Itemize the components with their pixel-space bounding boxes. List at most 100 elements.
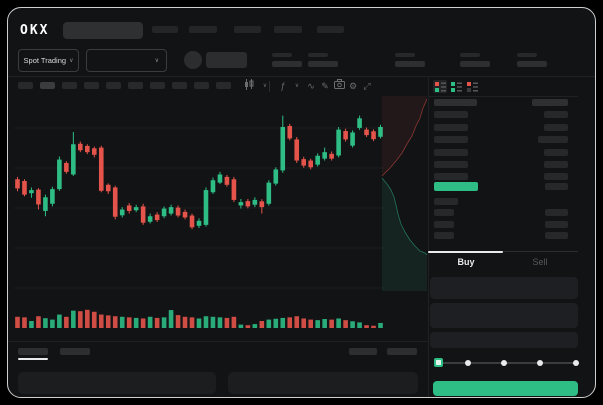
orderbook-ask-row[interactable] <box>434 123 468 131</box>
orderbook-ask-row[interactable] <box>434 161 468 168</box>
interval-button[interactable] <box>216 82 231 89</box>
orderbook-ask-row[interactable] <box>434 136 468 144</box>
bottom-action[interactable] <box>349 348 377 355</box>
candle-body <box>85 145 90 153</box>
interval-button[interactable] <box>150 82 165 89</box>
orderbook-ask-row[interactable] <box>434 148 468 156</box>
volume-bar <box>343 320 348 328</box>
candle-body <box>266 182 272 204</box>
slider-dot[interactable] <box>465 360 471 366</box>
fullscreen-icon[interactable]: ⤢ <box>363 81 371 91</box>
candle-body <box>364 129 369 136</box>
search-input[interactable] <box>63 22 143 39</box>
candle-body <box>140 206 146 223</box>
orderbook-ask-amount[interactable] <box>544 161 568 168</box>
orderbook-ask-amount[interactable] <box>544 148 568 156</box>
volume-bar <box>203 316 209 328</box>
interval-button[interactable] <box>128 82 143 89</box>
orderbook-ask-amount[interactable] <box>538 136 568 144</box>
orderbook-bid-row[interactable] <box>434 209 454 217</box>
interval-button[interactable] <box>84 82 99 89</box>
candle-body <box>57 159 62 190</box>
volume-bar <box>71 310 76 328</box>
candle-body <box>91 148 97 155</box>
tab-sell[interactable]: Sell <box>532 257 548 267</box>
orderbook-column-header[interactable] <box>434 99 477 106</box>
orderbook-ask-row[interactable] <box>434 111 468 119</box>
volume-bar <box>210 316 216 328</box>
volume-bar <box>64 316 69 328</box>
pair-selector[interactable]: ∨ <box>86 49 167 72</box>
candle-body <box>294 139 300 161</box>
volume-bar <box>91 311 97 328</box>
depth-bids-line <box>381 177 427 256</box>
orderbook-ask-amount[interactable] <box>544 123 568 131</box>
total-input[interactable] <box>430 332 578 348</box>
orderbook-bid-row[interactable] <box>434 231 454 239</box>
interval-button[interactable] <box>194 82 209 89</box>
chevron-down-icon[interactable]: ∨ <box>262 83 268 89</box>
interval-button[interactable] <box>18 82 33 89</box>
volume-bar <box>36 316 41 328</box>
slider-dot[interactable] <box>537 360 543 366</box>
nav-item[interactable] <box>234 26 261 33</box>
candle-body <box>189 215 195 228</box>
volume-bar <box>315 320 320 328</box>
candlestick-chart[interactable] <box>14 96 384 336</box>
settings-icon[interactable]: ⚙ <box>348 81 358 91</box>
volume-bar <box>273 318 279 328</box>
interval-button[interactable] <box>40 82 55 89</box>
orderbook-bid-row[interactable] <box>434 198 458 205</box>
candle-body <box>154 214 160 221</box>
indicators-icon[interactable]: ƒ <box>280 81 286 91</box>
market-type-selector[interactable]: Spot Trading ∨ <box>18 49 79 72</box>
slider-dot[interactable] <box>501 360 507 366</box>
volume-bar <box>259 321 265 328</box>
buy-submit-button[interactable] <box>433 381 578 396</box>
orderbook-view-both-icon[interactable] <box>433 80 447 93</box>
candle-body <box>301 159 307 166</box>
orderbook-bid-row[interactable] <box>434 220 454 228</box>
orderbook-bid-amount[interactable] <box>545 231 568 239</box>
volume-bar <box>78 311 83 328</box>
nav-item[interactable] <box>317 26 344 33</box>
tab-buy[interactable]: Buy <box>457 257 475 267</box>
interval-button[interactable] <box>172 82 187 89</box>
interval-button[interactable] <box>106 82 121 89</box>
draw-icon[interactable]: ✎ <box>321 81 329 91</box>
depth-asks-line <box>381 98 427 177</box>
candle-body <box>196 220 202 226</box>
orderbook-bid-amount[interactable] <box>545 209 568 217</box>
price-input[interactable] <box>430 277 578 299</box>
chevron-down-icon[interactable]: ∨ <box>294 83 300 89</box>
nav-item[interactable] <box>274 26 302 33</box>
nav-item[interactable] <box>152 26 178 33</box>
camera-icon[interactable] <box>332 79 346 93</box>
slider-dot[interactable] <box>573 360 579 366</box>
orderbook-bid-amount[interactable] <box>545 220 568 228</box>
orderbook-ask-amount[interactable] <box>544 111 568 119</box>
volume-bar <box>119 316 125 328</box>
orderbook-ask-row[interactable] <box>434 173 468 181</box>
line-type-icon[interactable]: ∿ <box>307 81 315 91</box>
candle-body <box>175 207 181 216</box>
okx-logo[interactable]: OKX <box>20 23 50 38</box>
candle-type-icon[interactable] <box>242 79 256 93</box>
candle-body <box>112 187 118 217</box>
orderbook-view-bids-icon[interactable] <box>449 80 463 93</box>
bottom-tab[interactable] <box>18 348 48 355</box>
bottom-tab[interactable] <box>60 348 90 355</box>
depth-chart[interactable] <box>380 96 427 296</box>
candle-body <box>231 179 237 200</box>
interval-button[interactable] <box>62 82 77 89</box>
orderbook-ask-amount[interactable] <box>544 173 568 181</box>
amount-input[interactable] <box>430 303 578 328</box>
bottom-action[interactable] <box>387 348 417 355</box>
orderbook-column-header[interactable] <box>532 99 568 106</box>
volume-bar <box>196 318 202 328</box>
volume-bar <box>378 322 383 328</box>
amount-slider-handle[interactable] <box>434 358 443 367</box>
nav-item[interactable] <box>189 26 217 33</box>
orderbook-view-asks-icon[interactable] <box>465 80 479 93</box>
volume-bar <box>133 317 139 328</box>
